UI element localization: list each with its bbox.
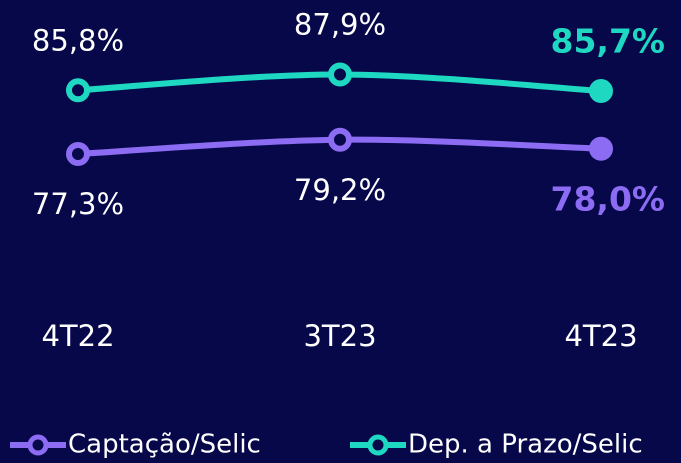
data-point — [328, 127, 352, 152]
data-label: 85,7% — [551, 22, 666, 61]
data-label: 85,8% — [32, 23, 124, 57]
legend-label: Dep. a Prazo/Selic — [408, 430, 643, 460]
legend-marker — [367, 434, 389, 456]
data-point — [66, 142, 90, 166]
data-point — [589, 79, 613, 103]
data-point — [66, 78, 90, 103]
x-tick-label: 4T22 — [41, 319, 114, 353]
x-tick-label: 4T23 — [564, 319, 637, 353]
data-label: 79,2% — [294, 173, 386, 207]
data-label: 78,0% — [551, 179, 666, 218]
data-label: 87,9% — [294, 8, 386, 42]
legend-marker — [27, 434, 49, 456]
legend-label: Captação/Selic — [68, 430, 261, 460]
data-point — [328, 62, 352, 87]
data-point — [589, 136, 613, 161]
data-label: 77,3% — [32, 187, 124, 221]
x-tick-label: 3T23 — [303, 319, 376, 353]
